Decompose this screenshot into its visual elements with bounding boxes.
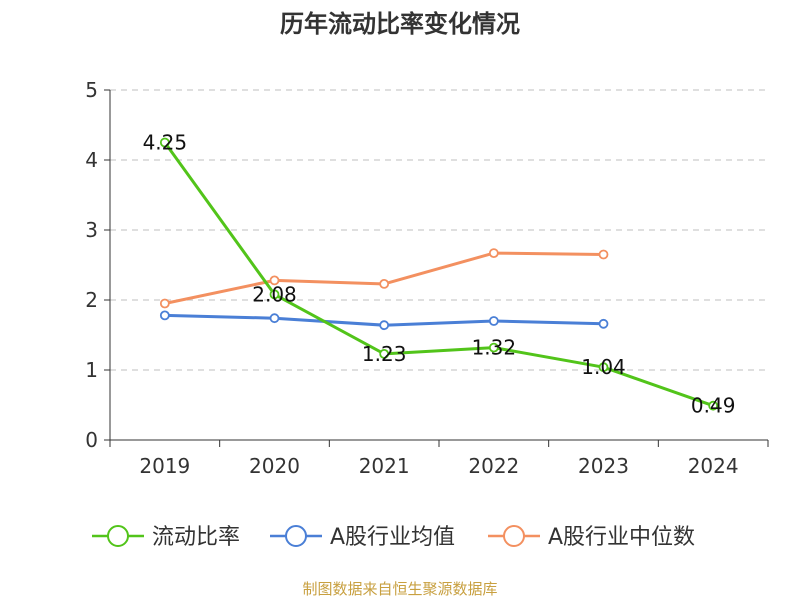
legend-swatch-marker [503,525,525,547]
y-tick-label: 0 [85,428,98,452]
data-label: 1.32 [472,336,517,360]
legend-label: 流动比率 [152,525,240,550]
legend-swatch-marker [107,525,129,547]
y-tick-label: 1 [85,358,98,382]
legend-item-2[interactable]: A股行业中位数 [488,525,695,550]
x-tick-label: 2019 [139,454,190,478]
x-tick-label: 2022 [468,454,519,478]
x-tick-label: 2020 [249,454,300,478]
data-point [708,400,719,411]
y-tick-label: 2 [85,288,98,312]
data-point [598,362,609,373]
data-point [598,318,609,329]
y-tick-label: 3 [85,218,98,242]
data-point [269,313,280,324]
legend-item-1[interactable]: A股行业均值 [270,525,455,550]
series-line-2 [164,251,604,305]
legend: 流动比率 A股行业均值 A股行业中位数 [92,525,695,550]
data-point [269,275,280,286]
legend-swatch-marker [285,525,307,547]
data-point [159,310,170,321]
data-point [598,249,609,260]
data-point [488,342,499,353]
source-note: 制图数据来自恒生聚源数据库 [302,580,497,598]
y-tick-label: 4 [85,148,98,172]
y-tick-label: 5 [85,78,98,102]
chart-title: 历年流动比率变化情况 [280,10,520,38]
data-point [379,278,390,289]
axes: 0 1 2 3 4 5 2019 2020 2021 2022 2023 2024 [85,78,769,478]
data-point [379,320,390,331]
x-tick-label: 2021 [359,454,410,478]
data-label: 0.49 [691,394,736,418]
data-point [488,316,499,326]
data-label: 1.04 [581,355,626,379]
data-label: 4.25 [143,131,188,155]
legend-item-0[interactable]: 流动比率 [92,525,240,550]
legend-label: A股行业中位数 [548,525,695,550]
data-point [159,298,170,309]
legend-label: A股行业均值 [330,525,455,550]
x-tick-label: 2024 [688,454,739,478]
data-point [159,137,170,148]
grid-lines [110,89,768,371]
series-line-0 [163,141,714,408]
data-label: 1.23 [362,342,407,366]
series-group: 4.25 2.08 1.23 1.32 1.04 0.49 [143,131,736,418]
data-label: 2.08 [252,282,297,306]
data-point [269,289,280,300]
data-point [379,348,390,359]
x-tick-label: 2023 [578,454,629,478]
data-point [488,248,499,259]
